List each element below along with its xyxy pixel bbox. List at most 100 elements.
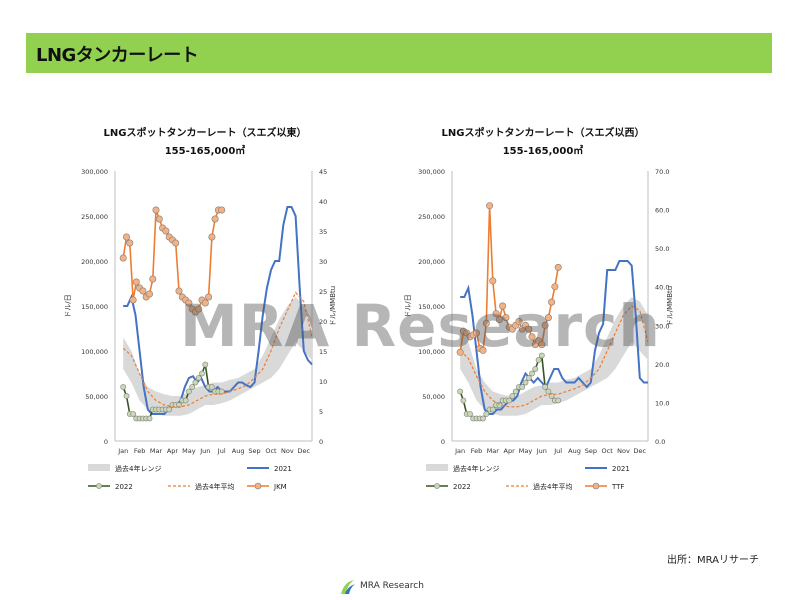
series-point-2022 bbox=[525, 375, 532, 381]
legend-marker-price bbox=[592, 482, 600, 490]
legend-label: 2021 bbox=[274, 465, 292, 473]
legend-label: 過去4年レンジ bbox=[115, 464, 161, 473]
series-point-2022 bbox=[189, 384, 196, 390]
chart-panel-2: LNGスポットタンカーレート（スエズ以西） 155-165,000㎥ 0 50,000… bbox=[404, 126, 674, 491]
series-point-2022 bbox=[532, 366, 539, 372]
series-point-ttf bbox=[472, 329, 480, 337]
y2-tick-label: 40 bbox=[319, 198, 327, 206]
series-point-ttf bbox=[482, 319, 490, 327]
y-axis-label: ドル/日 bbox=[404, 294, 412, 317]
x-tick-label: Mar bbox=[150, 447, 163, 455]
y2-tick-label: 50.0 bbox=[655, 245, 669, 253]
series-point-2022 bbox=[522, 379, 529, 386]
x-tick-label: Nov bbox=[281, 447, 294, 455]
x-tick-label: Dec bbox=[298, 447, 311, 455]
x-tick-label: May bbox=[519, 447, 533, 455]
y2-tick-label: 35 bbox=[319, 228, 327, 236]
series-point-2022 bbox=[480, 415, 486, 422]
series-point-ttf bbox=[456, 348, 464, 356]
series-point-2022 bbox=[509, 393, 516, 399]
y2-tick-label: 20 bbox=[319, 318, 327, 326]
x-tick-label: Sep bbox=[585, 447, 597, 455]
series-point-2022 bbox=[208, 384, 215, 390]
series-point-jkm bbox=[195, 305, 203, 313]
footer-logo-text: MRA Research bbox=[360, 581, 424, 591]
footer-logo: MRA Research bbox=[338, 578, 424, 596]
series-point-ttf bbox=[486, 202, 494, 210]
x-tick-label: Aug bbox=[232, 447, 245, 455]
series-point-2022 bbox=[529, 370, 535, 377]
series-point-jkm bbox=[218, 206, 226, 214]
legend-swatch-range bbox=[88, 464, 110, 471]
y-tick-label: 200,000 bbox=[418, 258, 445, 266]
series-line-2021 bbox=[123, 206, 313, 415]
y-tick-label: 150,000 bbox=[81, 303, 108, 311]
y-tick-label: 0 bbox=[441, 438, 445, 446]
series-point-jkm bbox=[139, 287, 147, 295]
y-tick-label: 0 bbox=[104, 438, 108, 446]
legend-label: 過去4年レンジ bbox=[453, 464, 499, 473]
legend-label: 2021 bbox=[612, 465, 630, 473]
legend-label: 2022 bbox=[115, 483, 133, 491]
y-tick-label: 50,000 bbox=[85, 393, 108, 401]
x-tick-label: Nov bbox=[617, 447, 630, 455]
series-point-2022 bbox=[130, 411, 136, 417]
x-tick-label: Sep bbox=[248, 447, 260, 455]
y2-axis-label: ドル/MMBtu bbox=[329, 286, 337, 326]
series-point-2022 bbox=[199, 370, 205, 377]
series-point-2022 bbox=[483, 411, 490, 417]
y2-tick-label: 5 bbox=[319, 408, 323, 416]
y-tick-label: 250,000 bbox=[418, 213, 445, 221]
series-point-jkm bbox=[129, 296, 137, 304]
watermark-text: MRA Research bbox=[180, 292, 661, 360]
header-bar: LNGタンカーレート bbox=[26, 33, 772, 73]
x-tick-label: Feb bbox=[471, 447, 483, 455]
series-point-2022 bbox=[489, 406, 496, 413]
series-point-ttf bbox=[548, 298, 556, 306]
y-tick-label: 50,000 bbox=[422, 393, 445, 401]
series-point-jkm bbox=[119, 254, 127, 262]
y2-tick-label: 15 bbox=[319, 348, 327, 356]
x-tick-label: Apr bbox=[167, 447, 179, 455]
y2-tick-label: 20.0 bbox=[655, 361, 669, 369]
y2-tick-label: 0 bbox=[319, 438, 323, 446]
chart-subtitle: 155-165,000㎥ bbox=[503, 144, 584, 157]
series-point-ttf bbox=[495, 315, 503, 323]
page-title: LNGタンカーレート bbox=[36, 45, 199, 66]
y2-tick-label: 25 bbox=[319, 288, 327, 296]
series-point-jkm bbox=[149, 275, 157, 283]
series-point-2022 bbox=[538, 352, 545, 359]
series-point-2022 bbox=[460, 397, 467, 404]
series-point-jkm bbox=[155, 215, 163, 223]
series-point-jkm bbox=[205, 293, 213, 301]
series-point-2022 bbox=[202, 361, 209, 368]
series-point-2022 bbox=[182, 397, 189, 404]
series-point-ttf bbox=[499, 302, 507, 310]
chart-title: LNGスポットタンカーレート（スエズ以西） bbox=[442, 126, 645, 139]
chart-panel-1: LNGスポットタンカーレート（スエズ以東） 155-165,000㎥ 0 50,000… bbox=[64, 126, 337, 491]
series-point-2022 bbox=[512, 388, 519, 395]
series-line-avg bbox=[459, 305, 649, 408]
legend-marker-price bbox=[254, 482, 262, 490]
series-point-2022 bbox=[123, 393, 130, 399]
series-point-jkm bbox=[152, 206, 160, 214]
x-tick-label: Aug bbox=[568, 447, 581, 455]
y2-tick-label: 10.0 bbox=[655, 399, 669, 407]
series-point-ttf bbox=[541, 321, 549, 329]
legend-label: JKM bbox=[273, 483, 287, 491]
y-tick-label: 250,000 bbox=[81, 213, 108, 221]
x-tick-label: May bbox=[182, 447, 196, 455]
y2-tick-label: 40.0 bbox=[655, 284, 669, 292]
x-tick-label: Jul bbox=[217, 447, 226, 455]
x-tick-label: Apr bbox=[504, 447, 516, 455]
series-point-ttf bbox=[538, 341, 546, 349]
y-axis-label: ドル/日 bbox=[64, 294, 72, 317]
x-tick-label: Oct bbox=[265, 447, 277, 455]
series-point-2022 bbox=[120, 384, 127, 390]
y-tick-label: 100,000 bbox=[418, 348, 445, 356]
y2-tick-label: 30.0 bbox=[655, 322, 669, 330]
x-tick-label: Dec bbox=[634, 447, 647, 455]
series-point-2022 bbox=[457, 388, 464, 395]
x-tick-label: Jul bbox=[553, 447, 562, 455]
